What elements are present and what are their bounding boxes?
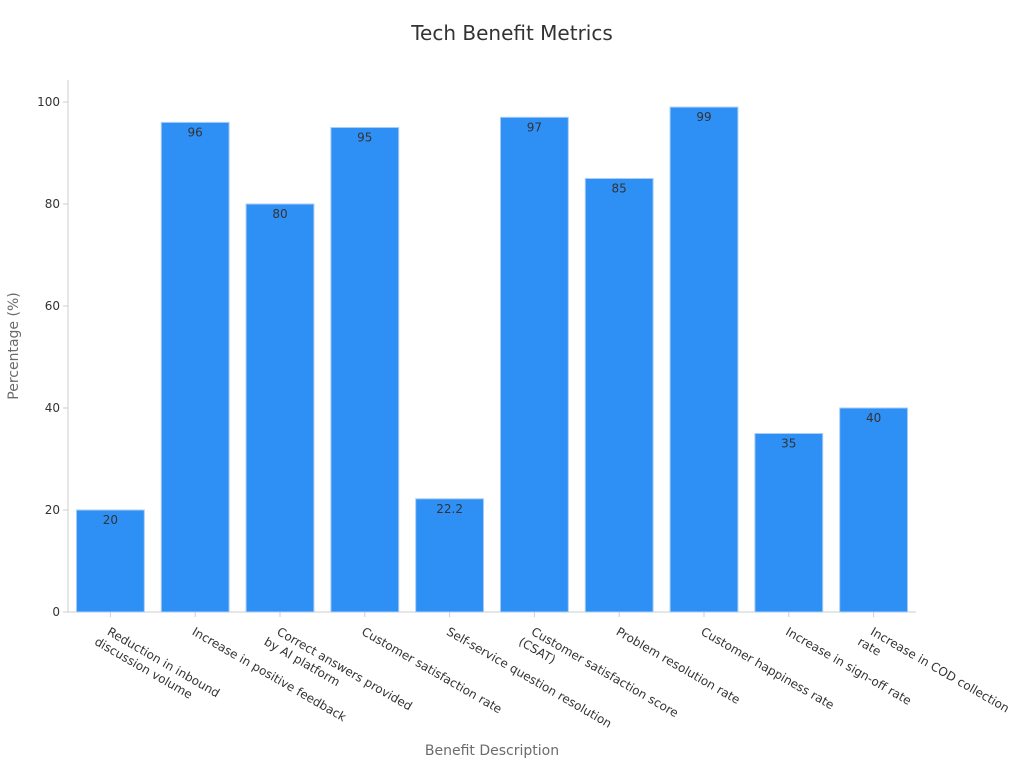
bar (330, 127, 400, 613)
bar (839, 407, 909, 613)
y-axis-title: Percentage (%) (6, 292, 22, 399)
bar-value-label: 85 (612, 182, 627, 196)
bar-value-label: 99 (696, 110, 711, 124)
y-tick-label: 80 (45, 197, 60, 211)
y-tick-label: 40 (45, 401, 60, 415)
bar-value-label: 95 (357, 131, 372, 145)
bar-value-label: 40 (866, 411, 881, 425)
bar (754, 433, 824, 613)
x-tick-label: Customer satisfaction rate (359, 624, 504, 716)
y-tick-label: 20 (45, 503, 60, 517)
x-tick-label-line: Correct answers provided (275, 624, 415, 713)
x-tick-label-text: Customer satisfaction rate (359, 624, 504, 716)
x-axis (68, 611, 916, 617)
bar-value-label: 97 (527, 120, 542, 134)
x-tick-label-line: Customer happiness rate (699, 624, 837, 712)
bar (584, 178, 654, 613)
y-tick-label: 100 (37, 95, 60, 109)
x-tick-label-text: Customer happiness rate (699, 624, 837, 712)
y-tick-label: 0 (52, 605, 60, 619)
bar (499, 116, 569, 613)
x-axis-title: Benefit Description (425, 743, 559, 759)
chart-title: Tech Benefit Metrics (410, 21, 613, 45)
x-tick-label-line: Increase in COD collection (868, 624, 1012, 715)
category-labels-group: Reduction in inbounddiscussion volumeInc… (92, 624, 1012, 730)
bar-value-label: 80 (272, 207, 287, 221)
bar (415, 498, 485, 613)
bar (160, 121, 230, 613)
bar-labels-group: 20 96 80 95 22.2 97 85 99 35 40 (103, 110, 881, 527)
bar-value-label: 20 (103, 513, 118, 527)
x-tick-label-line: Customer satisfaction rate (359, 624, 504, 716)
x-tick-label-line: Customer satisfaction score (529, 624, 681, 720)
bar-value-label: 96 (188, 125, 203, 139)
x-tick-label: Customer happiness rate (699, 624, 837, 712)
bar (245, 203, 315, 613)
bars-group (75, 106, 909, 613)
bar-value-label: 35 (781, 437, 796, 451)
y-tick-label: 60 (45, 299, 60, 313)
y-axis: 0 20 40 60 80 100 (37, 80, 69, 619)
bar (75, 509, 145, 613)
bar-value-label: 22.2 (436, 502, 463, 516)
bar (669, 106, 739, 613)
